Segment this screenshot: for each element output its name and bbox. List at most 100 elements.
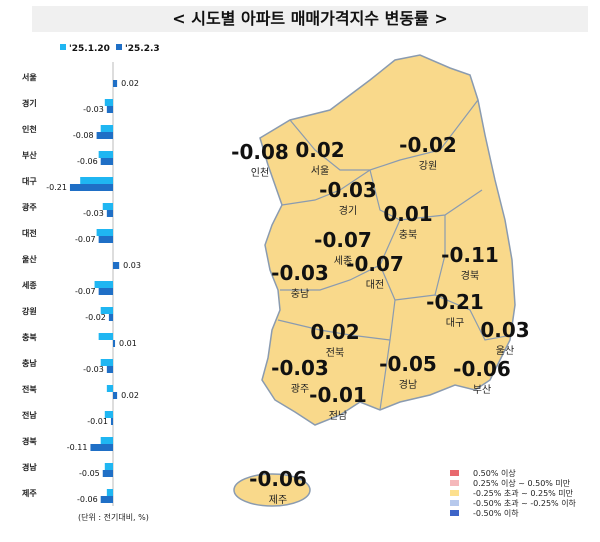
legend-swatch <box>116 44 122 50</box>
category-label: 경남 <box>22 462 37 472</box>
region-name: 전북 <box>325 348 345 359</box>
bar <box>96 229 113 236</box>
region-value: -0.05 <box>379 352 437 376</box>
legend-swatch <box>60 44 66 50</box>
bar <box>98 236 113 243</box>
legend-swatch <box>450 510 459 516</box>
region-name: 대구 <box>445 318 465 329</box>
korea-map: -0.08 인천 0.02 서울 -0.02 강원 -0.03 경기 0.01 충북 -0.07 세종… <box>220 40 530 510</box>
legend-item: -0.50% 이하 <box>450 508 576 518</box>
legend-label: '25.2.3 <box>125 44 160 54</box>
region-name: 울산 <box>495 346 515 357</box>
region-label-전남: -0.01 전남 <box>309 383 367 422</box>
region-name: 경북 <box>460 271 480 282</box>
region-label-경북: -0.11 경북 <box>441 243 499 282</box>
region-label-충북: 0.01 충북 <box>383 202 432 241</box>
region-name: 서울 <box>310 166 330 177</box>
region-label-인천: -0.08 인천 <box>231 140 289 179</box>
category-label: 강원 <box>22 306 37 316</box>
bar <box>98 151 113 158</box>
data-label: -0.21 <box>46 183 67 192</box>
bar <box>104 463 113 470</box>
region-label-세종: -0.07 세종 <box>314 228 372 267</box>
data-label: -0.11 <box>67 443 88 452</box>
bar <box>100 437 113 444</box>
region-name: 경남 <box>398 380 418 391</box>
bar <box>69 184 113 191</box>
legend-item: -0.25% 초과 ~ 0.25% 미만 <box>450 488 576 498</box>
region-value: 0.03 <box>480 318 530 342</box>
category-label: 울산 <box>22 254 37 264</box>
region-label-경기: -0.03 경기 <box>319 178 377 217</box>
region-name: 충북 <box>398 230 418 241</box>
bar <box>113 340 116 347</box>
bar <box>100 359 113 366</box>
region-label-부산: -0.06 부산 <box>453 357 511 396</box>
category-label: 대전 <box>22 228 37 238</box>
region-value: -0.21 <box>426 290 484 314</box>
region-name: 제주 <box>268 495 288 506</box>
region-name: 경기 <box>338 206 358 217</box>
data-label: -0.06 <box>77 157 98 166</box>
bar <box>104 411 113 418</box>
bar-chart: '25.1.20 '25.2.3 서울 0.02 경기 -0.03 인천 -0.08 부산 -0.… <box>22 44 160 522</box>
data-label: -0.03 <box>83 365 104 374</box>
bar <box>98 288 113 295</box>
unit-note: (단위 : 전기대비, %) <box>78 512 149 522</box>
region-name: 강원 <box>418 161 438 172</box>
region-label-충남: -0.03 충남 <box>271 261 329 300</box>
category-label: 경북 <box>22 436 37 446</box>
region-value: -0.06 <box>453 357 511 381</box>
region-value: 0.02 <box>310 320 360 344</box>
legend-swatch <box>450 500 459 506</box>
data-label: -0.01 <box>87 417 108 426</box>
region-value: -0.03 <box>271 356 329 380</box>
legend-swatch <box>450 490 459 496</box>
region-value: -0.03 <box>319 178 377 202</box>
data-label: -0.05 <box>79 469 100 478</box>
bar <box>106 489 113 496</box>
region-value: -0.03 <box>271 261 329 285</box>
category-label: 세종 <box>22 280 37 290</box>
bar <box>108 314 113 321</box>
region-name: 대전 <box>365 280 385 291</box>
region-label-전북: 0.02 전북 <box>310 320 359 359</box>
bar <box>96 132 113 139</box>
region-value: -0.06 <box>249 467 307 491</box>
region-value: -0.07 <box>346 252 404 276</box>
legend-item: -0.50% 초과 ~ -0.25% 이하 <box>450 498 576 508</box>
bar <box>113 80 118 87</box>
bar <box>113 262 120 269</box>
bar <box>106 366 113 373</box>
bar <box>100 125 113 132</box>
region-name: 인천 <box>250 168 270 179</box>
legend-swatch <box>450 480 459 486</box>
category-label: 제주 <box>22 488 37 498</box>
category-label: 광주 <box>22 202 37 212</box>
bar <box>106 210 113 217</box>
region-label-서울: 0.02 서울 <box>295 138 344 177</box>
region-label-경남: -0.05 경남 <box>379 352 437 391</box>
legend-label: 0.25% 이상 ~ 0.50% 미만 <box>473 478 571 488</box>
data-label: 0.02 <box>121 391 139 400</box>
category-label: 전북 <box>22 384 37 394</box>
bar <box>100 158 113 165</box>
category-label: 경기 <box>22 98 37 108</box>
legend-item: 0.25% 이상 ~ 0.50% 미만 <box>450 478 576 488</box>
region-label-대구: -0.21 대구 <box>426 290 484 329</box>
chart-title: < 시도별 아파트 매매가격지수 변동률 > <box>32 6 588 32</box>
region-label-대전: -0.07 대전 <box>346 252 404 291</box>
data-label: -0.08 <box>73 131 94 140</box>
mainland-shape <box>259 54 516 426</box>
data-label: -0.06 <box>77 495 98 504</box>
legend-swatch <box>450 470 459 476</box>
bar <box>100 307 113 314</box>
bar <box>106 106 113 113</box>
data-label: -0.07 <box>75 235 96 244</box>
bar <box>90 444 113 451</box>
legend-item: 0.50% 이상 <box>450 468 576 478</box>
region-label-울산: 0.03 울산 <box>480 318 529 357</box>
legend-label: -0.50% 초과 ~ -0.25% 이하 <box>473 498 576 508</box>
bar <box>80 177 113 184</box>
legend-label: 0.50% 이상 <box>473 468 516 478</box>
